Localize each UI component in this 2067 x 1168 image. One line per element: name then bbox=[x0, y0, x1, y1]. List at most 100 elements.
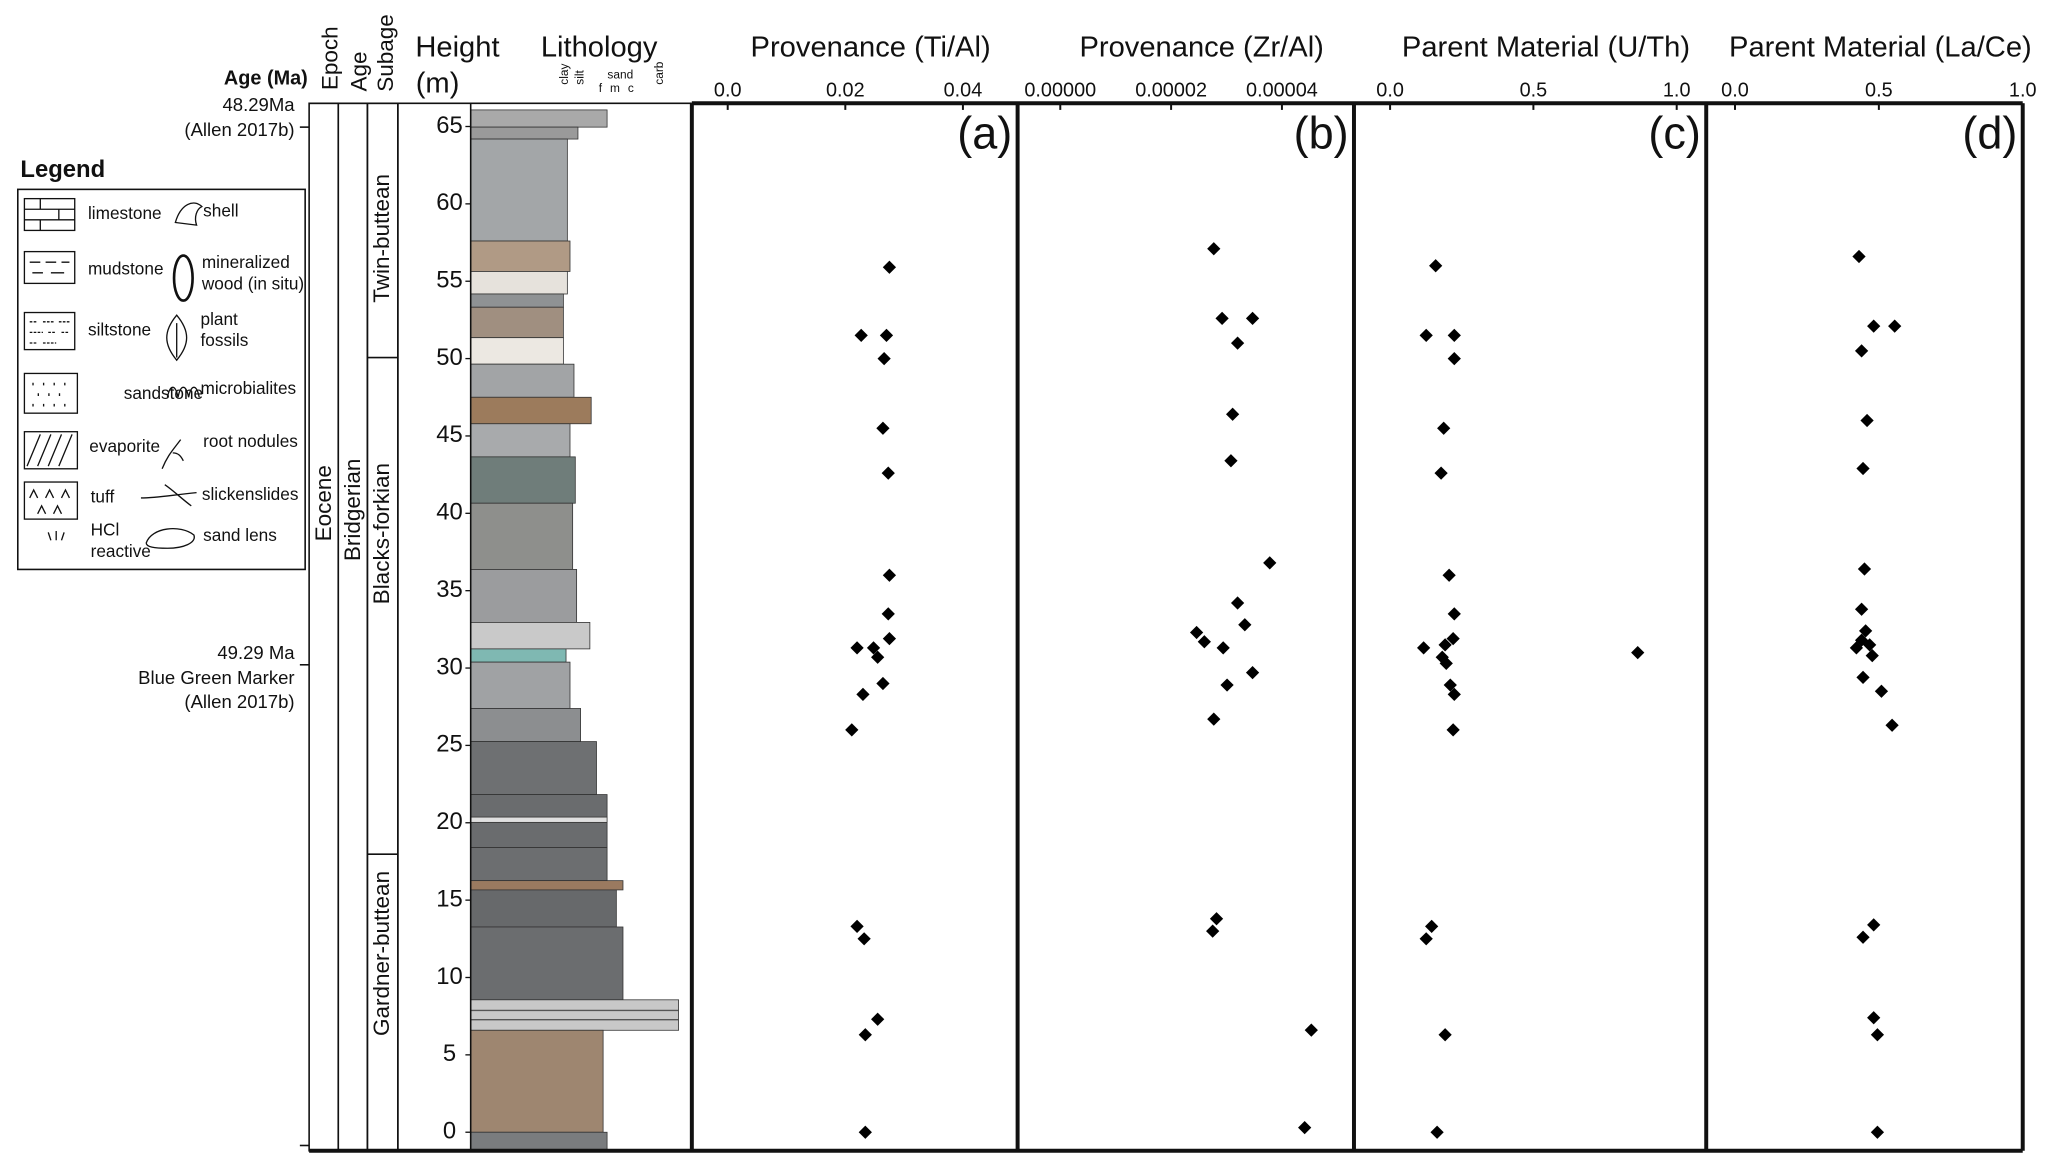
data-point bbox=[876, 421, 890, 435]
legend-label: microbialites bbox=[201, 378, 297, 398]
data-point bbox=[1438, 638, 1452, 652]
age-header: Age (Ma) bbox=[224, 68, 308, 90]
y-tick-label: 0 bbox=[443, 1118, 456, 1145]
data-point bbox=[1416, 641, 1431, 655]
age-label: 48.29Ma bbox=[222, 94, 295, 115]
x-tick-label: 0.00000 bbox=[1024, 80, 1096, 102]
legend-icon bbox=[23, 372, 79, 414]
x-tick-label: 0.00004 bbox=[1246, 80, 1318, 102]
data-point bbox=[1447, 607, 1461, 621]
x-tick-label: 0.0 bbox=[1376, 80, 1404, 102]
panel-title: Provenance (Zr/Al) bbox=[1079, 32, 1323, 64]
data-point bbox=[1446, 632, 1460, 646]
data-point bbox=[850, 919, 864, 934]
legend-label: slickenslides bbox=[202, 484, 299, 504]
data-point bbox=[881, 466, 895, 480]
legend-icon bbox=[140, 484, 197, 507]
height-header: Height bbox=[415, 32, 499, 64]
data-point bbox=[1443, 678, 1457, 692]
age-column bbox=[337, 102, 369, 1152]
legend-icon bbox=[23, 311, 76, 351]
age-marker: Blue Green Marker bbox=[138, 667, 294, 688]
layer bbox=[470, 396, 592, 425]
epoch-header: Epoch bbox=[318, 26, 343, 90]
data-point bbox=[1419, 328, 1433, 343]
data-point bbox=[1849, 641, 1864, 655]
subage-name: Twin-buttean bbox=[369, 174, 394, 303]
layer bbox=[470, 240, 571, 272]
legend-icon bbox=[174, 202, 203, 226]
legend-label: sand lens bbox=[203, 525, 277, 545]
data-point bbox=[1225, 407, 1240, 421]
layer bbox=[470, 271, 568, 295]
x-tick-label: 0.0 bbox=[1721, 80, 1749, 102]
data-point bbox=[877, 351, 891, 366]
data-point bbox=[1238, 618, 1252, 632]
layer bbox=[470, 926, 624, 1001]
data-point bbox=[1245, 666, 1260, 680]
data-point bbox=[850, 641, 864, 655]
data-point bbox=[1298, 1120, 1312, 1135]
grain-label: m bbox=[610, 81, 620, 95]
legend-icon bbox=[32, 382, 66, 407]
panels: Provenance (Ti/Al) (a) 0.0 0.02 0.04 Provenan… bbox=[689, 32, 2037, 1151]
legend-icon bbox=[23, 197, 76, 232]
layer bbox=[470, 661, 571, 709]
epoch-name: Eocene bbox=[311, 465, 336, 541]
y-tick-label: 55 bbox=[436, 267, 463, 294]
layer bbox=[470, 569, 578, 623]
layer bbox=[470, 1131, 608, 1152]
data-point bbox=[882, 632, 897, 646]
y-tick-label: 50 bbox=[436, 344, 463, 371]
data-point bbox=[1854, 602, 1869, 616]
data-point bbox=[1206, 924, 1220, 938]
layer bbox=[470, 109, 608, 128]
legend-label: reactive bbox=[91, 541, 151, 561]
age-col-header: Age bbox=[347, 51, 372, 91]
layer bbox=[470, 622, 591, 650]
data-point bbox=[1439, 656, 1453, 671]
data-point bbox=[1442, 568, 1456, 582]
layer bbox=[470, 741, 597, 795]
x-tick-label: 0.5 bbox=[1520, 80, 1548, 102]
y-tick-label: 35 bbox=[436, 576, 463, 603]
data-point bbox=[1438, 1028, 1452, 1042]
data-point bbox=[1189, 625, 1204, 640]
legend-label: limestone bbox=[88, 203, 162, 223]
grain-label: sand bbox=[607, 68, 633, 82]
data-point bbox=[871, 1012, 885, 1026]
data-point bbox=[1429, 259, 1443, 273]
data-point bbox=[1447, 328, 1461, 343]
data-point bbox=[1867, 319, 1881, 333]
height-unit: (m) bbox=[416, 67, 460, 99]
layer bbox=[470, 816, 608, 823]
data-point bbox=[1447, 687, 1461, 701]
data-point bbox=[1224, 454, 1238, 468]
data-point bbox=[1437, 421, 1451, 435]
grain-label: clay bbox=[557, 64, 571, 85]
data-point bbox=[1857, 562, 1872, 576]
data-point bbox=[1852, 249, 1866, 264]
subage-name: Gardner-buttean bbox=[369, 871, 394, 1036]
data-point bbox=[1885, 718, 1899, 732]
panel-title: Provenance (Ti/Al) bbox=[751, 32, 991, 64]
x-tick-label: 1.0 bbox=[1663, 80, 1691, 102]
data-point bbox=[876, 676, 890, 691]
data-point bbox=[879, 328, 894, 343]
panel-letter: (b) bbox=[1294, 107, 1349, 158]
data-point bbox=[1863, 638, 1877, 652]
legend: limestone shell mudstone mineralized woo… bbox=[23, 197, 304, 561]
legend-label: mudstone bbox=[88, 259, 164, 279]
data-point bbox=[1856, 461, 1870, 476]
data-point bbox=[1446, 723, 1460, 737]
epoch-column bbox=[308, 102, 340, 1152]
panel-letter: (a) bbox=[957, 107, 1012, 158]
data-point bbox=[1631, 645, 1645, 660]
layer bbox=[470, 293, 564, 308]
y-tick-label: 20 bbox=[436, 808, 463, 835]
legend-icon bbox=[23, 250, 76, 285]
legend-icon bbox=[161, 439, 184, 470]
data-point bbox=[882, 568, 897, 582]
layer bbox=[470, 126, 579, 140]
